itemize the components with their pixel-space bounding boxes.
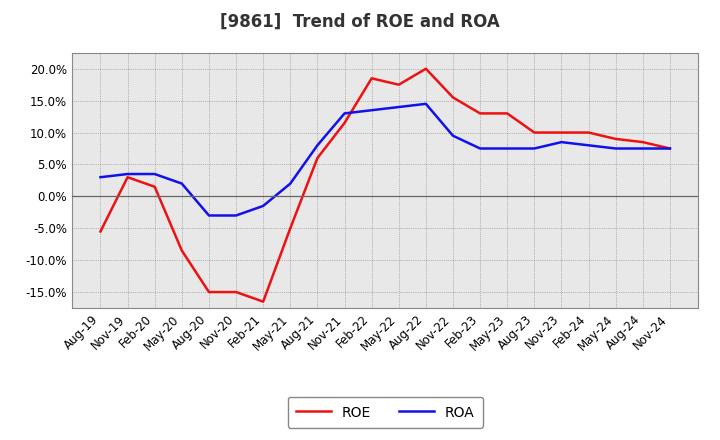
ROA	[286, 181, 294, 186]
ROA	[449, 133, 457, 138]
Text: [9861]  Trend of ROE and ROA: [9861] Trend of ROE and ROA	[220, 13, 500, 31]
ROE	[503, 111, 511, 116]
ROA	[665, 146, 674, 151]
ROA	[611, 146, 620, 151]
ROA	[476, 146, 485, 151]
ROE	[123, 175, 132, 180]
Line: ROE: ROE	[101, 69, 670, 302]
ROE	[259, 299, 268, 304]
ROA	[421, 101, 430, 106]
ROA	[584, 143, 593, 148]
ROE	[557, 130, 566, 135]
ROA	[178, 181, 186, 186]
ROA	[96, 175, 105, 180]
Legend: ROE, ROA: ROE, ROA	[288, 396, 482, 428]
ROE	[530, 130, 539, 135]
ROA	[639, 146, 647, 151]
ROE	[178, 248, 186, 253]
ROA	[530, 146, 539, 151]
ROE	[313, 155, 322, 161]
ROA	[232, 213, 240, 218]
ROA	[395, 104, 403, 110]
ROE	[341, 120, 349, 126]
ROE	[476, 111, 485, 116]
ROA	[341, 111, 349, 116]
ROE	[286, 226, 294, 231]
ROE	[665, 146, 674, 151]
ROE	[639, 139, 647, 145]
ROA	[123, 171, 132, 176]
ROA	[150, 171, 159, 176]
ROE	[421, 66, 430, 71]
ROA	[204, 213, 213, 218]
ROA	[367, 107, 376, 113]
ROE	[232, 290, 240, 295]
ROA	[259, 203, 268, 209]
ROA	[557, 139, 566, 145]
ROE	[611, 136, 620, 142]
ROE	[96, 229, 105, 234]
ROE	[204, 290, 213, 295]
ROE	[395, 82, 403, 87]
ROE	[449, 95, 457, 100]
ROE	[150, 184, 159, 189]
ROA	[503, 146, 511, 151]
ROA	[313, 143, 322, 148]
ROE	[584, 130, 593, 135]
ROE	[367, 76, 376, 81]
Line: ROA: ROA	[101, 104, 670, 216]
